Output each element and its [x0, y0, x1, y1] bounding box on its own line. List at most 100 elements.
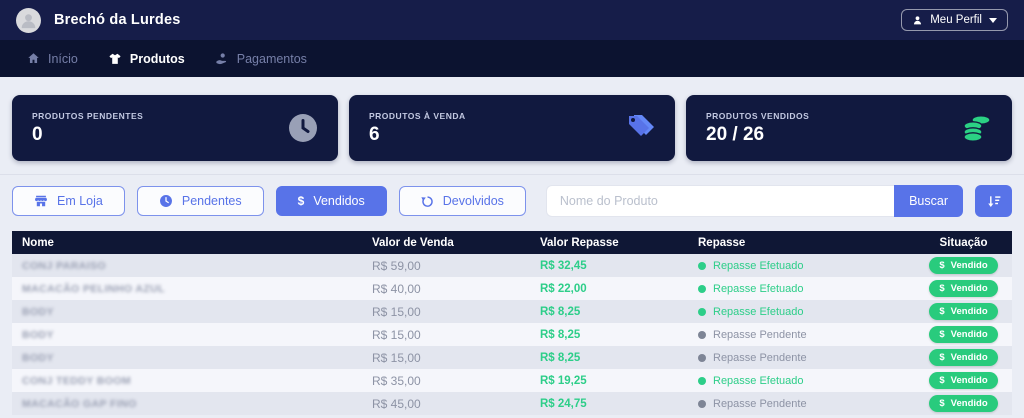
nav-item-pagamentos[interactable]: Pagamentos	[200, 40, 322, 77]
sort-amount-down-icon	[987, 195, 1000, 207]
situacao-cell: $ Vendido	[915, 257, 1012, 274]
status-text: Repasse Efetuado	[713, 259, 804, 272]
status-badge-label: Vendido	[950, 329, 988, 340]
dollar-icon: $	[939, 329, 945, 340]
dollar-icon: $	[939, 352, 945, 363]
products-table: Nome Valor de Venda Valor Repasse Repass…	[12, 231, 1012, 415]
filter-button-label: Em Loja	[57, 194, 103, 208]
dollar-icon: $	[939, 260, 945, 271]
filter-button-label: Devolvidos	[442, 194, 504, 208]
situacao-cell: $ Vendido	[915, 303, 1012, 320]
store-icon	[34, 195, 48, 207]
repasse-value: R$ 8,25	[540, 351, 581, 364]
filter-button-pendentes[interactable]: Pendentes	[136, 186, 264, 216]
status-badge: $ Vendido	[929, 303, 998, 320]
status-text: Repasse Pendente	[713, 351, 807, 364]
chevron-down-icon	[989, 17, 997, 23]
sale-value: R$ 35,00	[372, 373, 421, 388]
nav-label: Produtos	[129, 51, 185, 66]
home-icon	[28, 53, 39, 64]
status-text: Repasse Efetuado	[713, 282, 804, 295]
repasse-status: Repasse Pendente	[690, 352, 915, 364]
table-row: BODY R$ 15,00 R$ 8,25 Repasse Pendente $…	[12, 346, 1012, 369]
table-body: CONJ PARAISO R$ 59,00 R$ 32,45 Repasse E…	[12, 254, 1012, 415]
stat-value: 6	[369, 123, 380, 145]
table-row: CONJ PARAISO R$ 59,00 R$ 32,45 Repasse E…	[12, 254, 1012, 277]
status-badge: $ Vendido	[929, 257, 998, 274]
table-header-row: Nome Valor de Venda Valor Repasse Repass…	[12, 231, 1012, 254]
product-name: MACACÃO PELINHO AZUL	[22, 282, 165, 295]
table-row: MACACÃO GAP FINO R$ 45,00 R$ 24,75 Repas…	[12, 392, 1012, 415]
repasse-value: R$ 22,00	[540, 282, 587, 295]
product-name: BODY	[22, 305, 54, 318]
status-dot-icon	[698, 353, 706, 362]
table-row: CONJ TEDDY BOOM R$ 35,00 R$ 19,25 Repass…	[12, 369, 1012, 392]
filter-button-vendidos[interactable]: $ Vendidos	[275, 186, 387, 216]
repasse-status: Repasse Efetuado	[690, 283, 915, 295]
avatar	[16, 7, 41, 33]
repasse-value: R$ 8,25	[540, 328, 581, 341]
hand-coin-icon	[216, 52, 226, 64]
table-row: BODY R$ 15,00 R$ 8,25 Repasse Efetuado $…	[12, 300, 1012, 323]
situacao-cell: $ Vendido	[915, 372, 1012, 389]
nav-item-produtos[interactable]: Produtos	[93, 40, 200, 77]
filter-button-em-loja[interactable]: Em Loja	[12, 186, 125, 216]
person-silhouette-icon	[21, 13, 36, 28]
sale-value: R$ 45,00	[372, 396, 421, 411]
status-dot-icon	[698, 261, 706, 270]
repasse-status: Repasse Efetuado	[690, 306, 915, 318]
repasse-status: Repasse Pendente	[690, 329, 915, 341]
sale-value: R$ 59,00	[372, 258, 421, 273]
repasse-value: R$ 32,45	[540, 259, 587, 272]
repasse-status: Repasse Efetuado	[690, 260, 915, 272]
status-dot-icon	[698, 307, 706, 316]
dollar-icon: $	[297, 194, 305, 208]
sale-value: R$ 15,00	[372, 327, 421, 342]
stat-label: PRODUTOS PENDENTES	[32, 110, 144, 121]
search-button[interactable]: Buscar	[894, 185, 963, 217]
main-nav: Início Produtos Pagamentos	[0, 40, 1024, 77]
search-group: Buscar	[545, 185, 963, 217]
status-badge: $ Vendido	[929, 395, 998, 412]
status-badge-label: Vendido	[950, 260, 988, 271]
situacao-cell: $ Vendido	[915, 395, 1012, 412]
product-name: BODY	[22, 328, 54, 341]
filter-button-devolvidos[interactable]: Devolvidos	[398, 186, 526, 216]
status-badge-label: Vendido	[950, 352, 988, 363]
brand-title: Brechó da Lurdes	[54, 12, 181, 28]
stat-label: PRODUTOS À VENDA	[369, 110, 466, 121]
coins-icon	[960, 113, 992, 143]
nav-label: Pagamentos	[236, 51, 307, 66]
nav-label: Início	[48, 51, 78, 66]
status-text: Repasse Pendente	[713, 328, 807, 341]
nav-item-inicio[interactable]: Início	[12, 40, 93, 77]
undo-icon	[421, 195, 433, 207]
profile-button[interactable]: Meu Perfil	[901, 9, 1008, 31]
product-name: CONJ PARAISO	[22, 259, 106, 272]
repasse-status: Repasse Pendente	[690, 398, 915, 410]
situacao-cell: $ Vendido	[915, 326, 1012, 343]
status-text: Repasse Efetuado	[713, 374, 804, 387]
person-icon	[914, 15, 922, 24]
status-dot-icon	[698, 376, 706, 385]
column-header-situacao: Situação	[939, 236, 988, 249]
repasse-value: R$ 24,75	[540, 397, 587, 410]
clock-icon	[288, 113, 318, 143]
stat-card-pendentes: PRODUTOS PENDENTES 0	[12, 95, 338, 161]
sale-value: R$ 40,00	[372, 281, 421, 296]
clock-icon	[159, 195, 172, 207]
search-input[interactable]	[545, 185, 895, 217]
filter-button-label: Pendentes	[181, 194, 242, 208]
table-row: MACACÃO PELINHO AZUL R$ 40,00 R$ 22,00 R…	[12, 277, 1012, 300]
repasse-status: Repasse Efetuado	[690, 375, 915, 387]
filter-button-label: Vendidos	[313, 194, 365, 208]
stat-card-vendidos: PRODUTOS VENDIDOS 20 / 26	[686, 95, 1012, 161]
status-badge-label: Vendido	[950, 283, 988, 294]
sale-value: R$ 15,00	[372, 350, 421, 365]
status-text: Repasse Efetuado	[713, 305, 804, 318]
product-name: MACACÃO GAP FINO	[22, 397, 137, 410]
filter-toolbar: Em Loja Pendentes $ Vendidos Devolvidos …	[0, 175, 1024, 217]
dollar-icon: $	[939, 306, 945, 317]
sort-button[interactable]	[975, 185, 1012, 217]
dollar-icon: $	[939, 398, 945, 409]
